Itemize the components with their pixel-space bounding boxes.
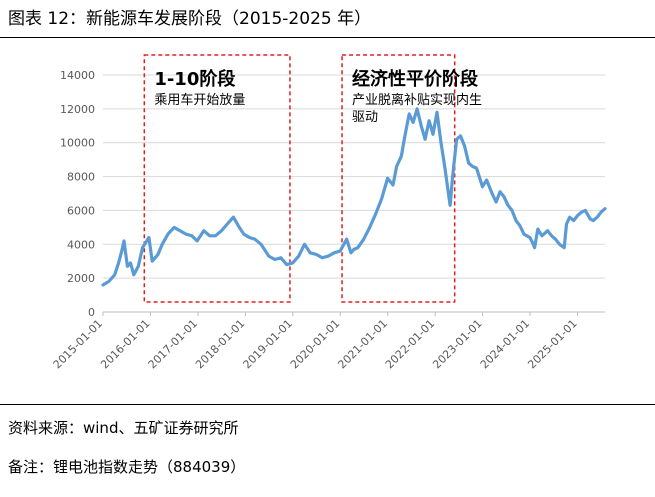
y-tick-label: 14000 — [60, 69, 95, 82]
annotation-heading: 1-10阶段 — [154, 68, 236, 90]
annotation-text: 驱动 — [352, 110, 378, 125]
y-tick-label: 4000 — [67, 238, 95, 251]
annotation-heading: 经济性平价阶段 — [352, 68, 479, 90]
y-tick-label: 6000 — [67, 204, 95, 217]
x-tick-label: 2021-01-01 — [335, 317, 389, 371]
y-tick-label: 12000 — [60, 103, 95, 116]
x-tick-label: 2016-01-01 — [98, 317, 152, 371]
y-axis: 0 2000 4000 6000 8000 10000 12000 14000 — [60, 69, 95, 319]
x-tick-label: 2022-01-01 — [383, 317, 437, 371]
x-tick-label: 2018-01-01 — [193, 317, 247, 371]
x-tick-label: 2020-01-01 — [288, 317, 342, 371]
y-tick-label: 2000 — [67, 272, 95, 285]
grid-lines — [103, 74, 605, 313]
figure-title: 图表 12：新能源车发展阶段（2015-2025 年） — [8, 9, 372, 29]
x-tick-label: 2024-01-01 — [478, 317, 532, 371]
footer-rule — [0, 404, 655, 405]
title-rule — [0, 37, 655, 38]
annotation-boxes — [143, 54, 456, 303]
x-tick-label: 2023-01-01 — [430, 317, 484, 371]
annotation-box — [341, 54, 456, 303]
y-tick-label: 10000 — [60, 137, 95, 150]
index-series-line — [101, 107, 607, 287]
remark-note: 备注：锂电池指数走势（884039） — [8, 458, 246, 476]
lithium-index-chart: 0 2000 4000 6000 8000 10000 12000 14000 2015-01… — [51, 54, 607, 371]
annotation-text: 乘用车开始放量 — [154, 92, 245, 108]
y-tick-label: 0 — [88, 306, 95, 319]
y-tick-label: 8000 — [67, 171, 95, 184]
annotation-text: 产业脱离补贴实现内生 — [352, 92, 482, 108]
x-tick-label: 2017-01-01 — [146, 317, 200, 371]
x-tick-label: 2025-01-01 — [525, 317, 579, 371]
annotation-box — [143, 54, 291, 303]
x-axis: 2015-01-012016-01-012017-01-012018-01-01… — [51, 312, 580, 371]
x-tick-label: 2019-01-01 — [241, 317, 295, 371]
series-lines — [101, 107, 607, 287]
source-note: 资料来源：wind、五矿证券研究所 — [8, 419, 239, 437]
x-tick-label: 2015-01-01 — [51, 317, 105, 371]
